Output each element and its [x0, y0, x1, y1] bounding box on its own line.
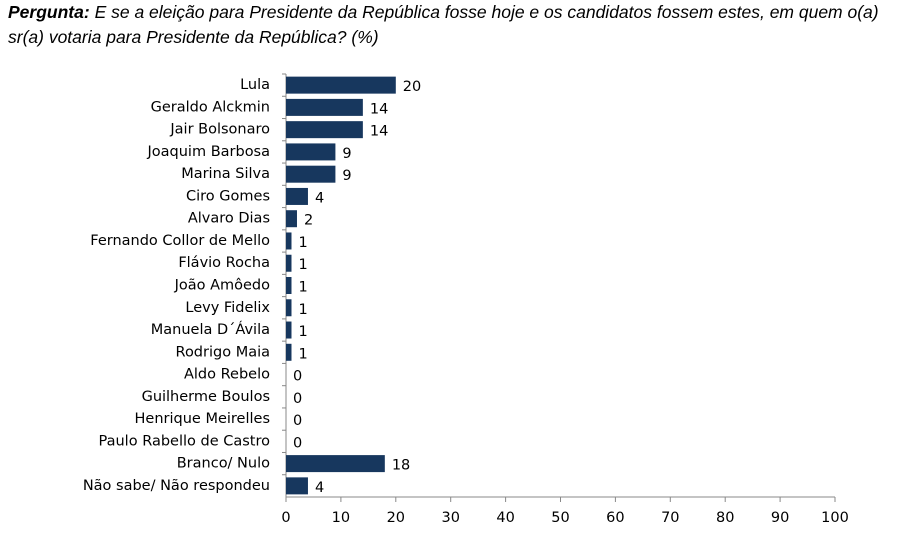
y-tick-label: Ciro Gomes	[186, 188, 270, 204]
value-label: 1	[298, 235, 307, 251]
value-label: 4	[315, 190, 324, 206]
value-label: 20	[403, 79, 421, 95]
bar	[286, 143, 336, 161]
value-label: 2	[304, 213, 313, 229]
bar	[286, 165, 336, 183]
x-tick-label: 70	[661, 510, 679, 526]
y-tick-label: Aldo Rebelo	[184, 367, 270, 383]
y-tick-label: Geraldo Alckmin	[151, 99, 270, 115]
y-tick-label: Rodrigo Maia	[176, 344, 270, 360]
bar	[286, 321, 292, 339]
y-tick-label: Joaquim Barbosa	[147, 144, 271, 160]
value-label: 18	[392, 458, 410, 474]
y-tick-label: Branco/ Nulo	[177, 456, 270, 472]
x-tick-label: 20	[387, 510, 405, 526]
chart-title-block: Pergunta: E se a eleição para Presidente…	[8, 0, 888, 50]
y-tick-label: Manuela D´Ávila	[151, 321, 270, 338]
chart-title: E se a eleição para Presidente da Repúbl…	[8, 2, 879, 47]
value-label: 1	[298, 257, 307, 273]
bar	[286, 98, 363, 116]
x-tick-label: 30	[441, 510, 459, 526]
bar	[286, 187, 308, 205]
x-tick-label: 10	[332, 510, 350, 526]
bar	[286, 477, 308, 495]
value-label: 1	[298, 280, 307, 296]
value-label: 4	[315, 480, 324, 496]
y-tick-label: Flávio Rocha	[178, 255, 270, 271]
y-tick-label: Alvaro Dias	[188, 211, 270, 227]
x-tick-label: 40	[496, 510, 514, 526]
y-tick-label: Lula	[240, 77, 270, 93]
x-tick-label: 80	[716, 510, 734, 526]
value-label: 9	[342, 146, 351, 162]
y-tick-label: Marina Silva	[181, 166, 270, 182]
x-tick-label: 90	[771, 510, 789, 526]
value-label: 1	[298, 346, 307, 362]
y-tick-label: Levy Fidelix	[185, 300, 270, 316]
x-tick-label: 0	[281, 510, 290, 526]
value-label: 14	[370, 101, 388, 117]
x-tick-label: 60	[606, 510, 624, 526]
x-tick-label: 50	[551, 510, 569, 526]
x-tick-label: 100	[821, 510, 849, 526]
y-tick-label: João Amôedo	[174, 278, 271, 294]
y-tick-label: Não sabe/ Não respondeu	[83, 478, 270, 494]
value-label: 0	[293, 391, 302, 407]
value-label: 9	[342, 168, 351, 184]
bar	[286, 210, 297, 228]
value-label: 0	[293, 435, 302, 451]
value-label: 0	[293, 369, 302, 385]
y-tick-label: Guilherme Boulos	[142, 389, 270, 405]
bar	[286, 455, 385, 473]
bar	[286, 299, 292, 317]
y-tick-label: Paulo Rabello de Castro	[99, 433, 271, 449]
value-label: 1	[298, 324, 307, 340]
y-tick-label: Fernando Collor de Mello	[90, 233, 270, 249]
bar	[286, 76, 396, 94]
value-label: 14	[370, 124, 388, 140]
bar	[286, 277, 292, 294]
bar	[286, 254, 292, 272]
y-tick-label: Henrique Meirelles	[135, 411, 270, 427]
bar	[286, 121, 363, 139]
value-label: 1	[298, 302, 307, 318]
value-label: 0	[293, 413, 302, 429]
title-label: Pergunta:	[8, 2, 90, 22]
bar	[286, 232, 292, 250]
bar	[286, 343, 292, 361]
y-tick-label: Jair Bolsonaro	[169, 122, 270, 138]
